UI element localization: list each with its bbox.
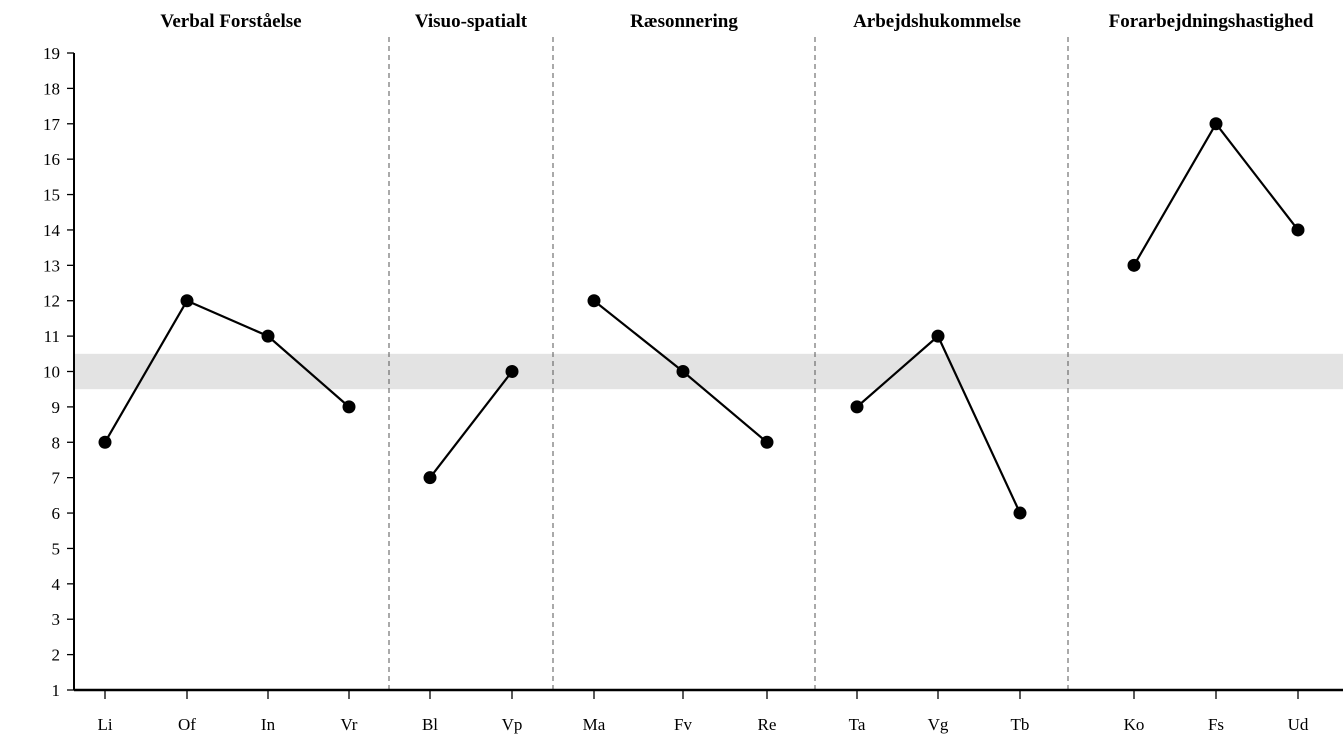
x-tick-label: Vr [341, 715, 358, 734]
group-title: Arbejdshukommelse [853, 11, 1021, 32]
data-point-ko [1127, 258, 1141, 272]
data-point-of [180, 294, 194, 308]
y-tick-label: 12 [43, 292, 60, 311]
x-tick-label: Ko [1124, 715, 1145, 734]
data-point-ma [587, 294, 601, 308]
y-tick-label: 11 [44, 327, 60, 346]
x-tick-label: Of [178, 715, 196, 734]
y-tick-label: 6 [52, 504, 61, 523]
x-tick-label: Ud [1288, 715, 1309, 734]
y-tick-label: 4 [52, 575, 61, 594]
data-point-li [98, 435, 112, 449]
y-tick-label: 15 [43, 186, 60, 205]
y-tick-label: 13 [43, 256, 60, 275]
y-tick-label: 8 [52, 433, 61, 452]
series-line-group-1 [104, 299, 350, 443]
data-point-re [760, 435, 774, 449]
data-point-vp [505, 365, 519, 378]
y-tick-label: 3 [52, 610, 61, 629]
y-tick-label: 2 [52, 646, 61, 665]
x-tick-label: Bl [422, 715, 438, 734]
y-tick-label: 17 [43, 115, 61, 134]
x-tick-label: Fs [1208, 715, 1224, 734]
x-tick-label: Tb [1011, 715, 1030, 734]
group-title: Ræsonnering [630, 11, 738, 32]
data-point-tb [1013, 506, 1027, 520]
y-tick-label: 1 [52, 681, 61, 700]
data-point-ta [850, 400, 864, 414]
x-tick-label: Ta [849, 715, 866, 734]
y-tick-label: 14 [43, 221, 61, 240]
data-point-fv [676, 365, 690, 378]
y-tick-label: 10 [43, 363, 60, 382]
group-title: Forarbejdningshastighed [1109, 11, 1314, 32]
data-point-bl [423, 471, 437, 485]
series-line-group-2 [429, 370, 513, 479]
data-point-vg [931, 329, 945, 343]
y-tick-label: 5 [52, 539, 61, 558]
y-tick-label: 9 [52, 398, 61, 417]
series-line-group-5 [1133, 122, 1299, 266]
data-point-vr [342, 400, 356, 414]
reference-band [74, 353, 1343, 390]
data-point-in [261, 329, 275, 343]
x-tick-label: Vg [928, 715, 949, 734]
y-tick-label: 18 [43, 79, 60, 98]
data-point-fs [1209, 117, 1223, 131]
y-tick-label: 16 [43, 150, 60, 169]
group-title: Visuo-spatialt [415, 11, 528, 32]
x-tick-label: Ma [583, 715, 606, 734]
y-tick-label: 7 [52, 469, 61, 488]
x-tick-label: In [261, 715, 276, 734]
group-title: Verbal Forståelse [160, 11, 301, 32]
data-point-ud [1291, 223, 1305, 237]
x-tick-label: Fv [674, 715, 692, 734]
y-tick-label: 19 [43, 44, 60, 63]
x-tick-label: Li [97, 715, 112, 734]
x-tick-label: Vp [502, 715, 523, 734]
x-tick-label: Re [758, 715, 777, 734]
